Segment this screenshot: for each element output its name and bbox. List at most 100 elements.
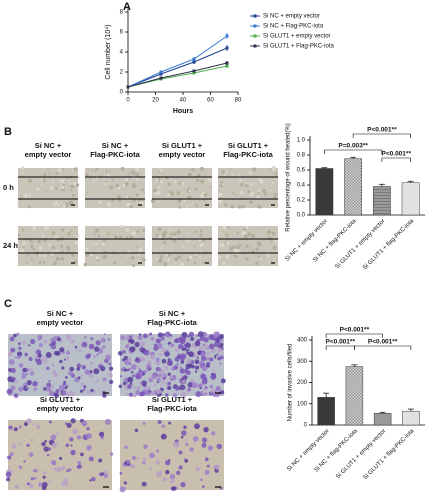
texture bbox=[71, 253, 75, 257]
texture bbox=[107, 174, 111, 177]
bar-hatch bbox=[373, 186, 391, 215]
legend-label: Si GLUT1 + Flag-PKC-iota bbox=[263, 44, 335, 50]
cell bbox=[201, 365, 208, 372]
cell bbox=[26, 443, 30, 447]
cell bbox=[79, 389, 84, 393]
texture bbox=[156, 200, 159, 203]
texture bbox=[122, 258, 124, 260]
y-tick-label: 0.4 bbox=[297, 183, 306, 189]
significance-label: P=0.003** bbox=[338, 143, 368, 150]
cell bbox=[200, 390, 204, 394]
texture bbox=[85, 253, 90, 258]
texture bbox=[254, 261, 259, 266]
cell bbox=[91, 476, 96, 482]
cell bbox=[96, 353, 100, 356]
cell bbox=[129, 339, 135, 344]
texture bbox=[136, 246, 138, 249]
texture bbox=[155, 258, 158, 261]
texture bbox=[23, 193, 28, 198]
texture bbox=[20, 248, 25, 253]
cell bbox=[128, 392, 134, 397]
marker bbox=[225, 61, 229, 65]
cell bbox=[66, 334, 72, 340]
cell bbox=[189, 447, 194, 452]
texture bbox=[190, 171, 193, 173]
cell bbox=[6, 388, 13, 395]
cell bbox=[183, 425, 187, 429]
texture bbox=[47, 255, 49, 257]
texture bbox=[266, 230, 272, 235]
texture bbox=[167, 258, 171, 262]
cell bbox=[204, 343, 207, 346]
texture bbox=[228, 188, 230, 190]
cell bbox=[10, 385, 16, 391]
cell bbox=[65, 483, 69, 487]
texture bbox=[53, 250, 55, 252]
cell bbox=[200, 364, 204, 368]
texture bbox=[119, 224, 122, 228]
cell bbox=[206, 464, 210, 468]
texture bbox=[85, 247, 89, 251]
cell bbox=[142, 457, 147, 461]
cell bbox=[48, 420, 52, 424]
texture bbox=[105, 170, 108, 173]
cell bbox=[77, 460, 81, 465]
texture bbox=[72, 182, 77, 186]
texture bbox=[126, 202, 131, 207]
texture bbox=[30, 258, 34, 261]
texture bbox=[193, 256, 196, 258]
cell bbox=[32, 423, 35, 426]
cell bbox=[143, 369, 148, 374]
cell bbox=[179, 340, 183, 344]
cell bbox=[194, 359, 200, 365]
cell bbox=[18, 425, 22, 429]
texture bbox=[129, 235, 134, 239]
texture bbox=[71, 169, 74, 172]
cell bbox=[62, 478, 69, 484]
cell bbox=[131, 455, 137, 461]
cell bbox=[190, 378, 194, 383]
cell bbox=[155, 357, 160, 362]
cell bbox=[65, 443, 70, 448]
cell bbox=[68, 371, 73, 376]
cell bbox=[156, 457, 159, 460]
cell bbox=[95, 340, 101, 346]
texture bbox=[51, 264, 53, 266]
texture bbox=[235, 245, 240, 250]
significance-label: P<0.001** bbox=[368, 339, 398, 346]
y-tick-label: 200 bbox=[297, 380, 308, 386]
cell bbox=[86, 389, 92, 395]
cell bbox=[203, 344, 209, 350]
cell bbox=[123, 335, 130, 341]
cell bbox=[161, 424, 166, 428]
y-tick-label: 0.2 bbox=[297, 198, 306, 204]
column-header: empty vector bbox=[25, 150, 72, 159]
y-tick-label: 4 bbox=[120, 50, 124, 56]
texture bbox=[70, 189, 73, 192]
cell bbox=[195, 391, 202, 398]
texture bbox=[254, 193, 257, 195]
cell bbox=[43, 339, 48, 344]
cell bbox=[102, 377, 107, 382]
cell bbox=[81, 365, 86, 370]
texture bbox=[112, 250, 115, 253]
cell bbox=[202, 485, 205, 488]
cell bbox=[88, 373, 94, 378]
texture bbox=[239, 245, 241, 248]
texture bbox=[276, 257, 278, 259]
texture bbox=[27, 205, 31, 209]
texture bbox=[60, 244, 64, 248]
texture bbox=[128, 172, 132, 175]
texture bbox=[199, 234, 203, 238]
texture bbox=[125, 195, 129, 199]
cell bbox=[120, 375, 123, 378]
texture bbox=[131, 175, 136, 180]
texture bbox=[259, 179, 264, 184]
cell bbox=[156, 343, 163, 350]
cell bbox=[155, 360, 161, 366]
microscopy-image bbox=[152, 226, 212, 267]
texture bbox=[20, 241, 23, 243]
cell bbox=[134, 341, 140, 348]
texture bbox=[194, 230, 198, 233]
